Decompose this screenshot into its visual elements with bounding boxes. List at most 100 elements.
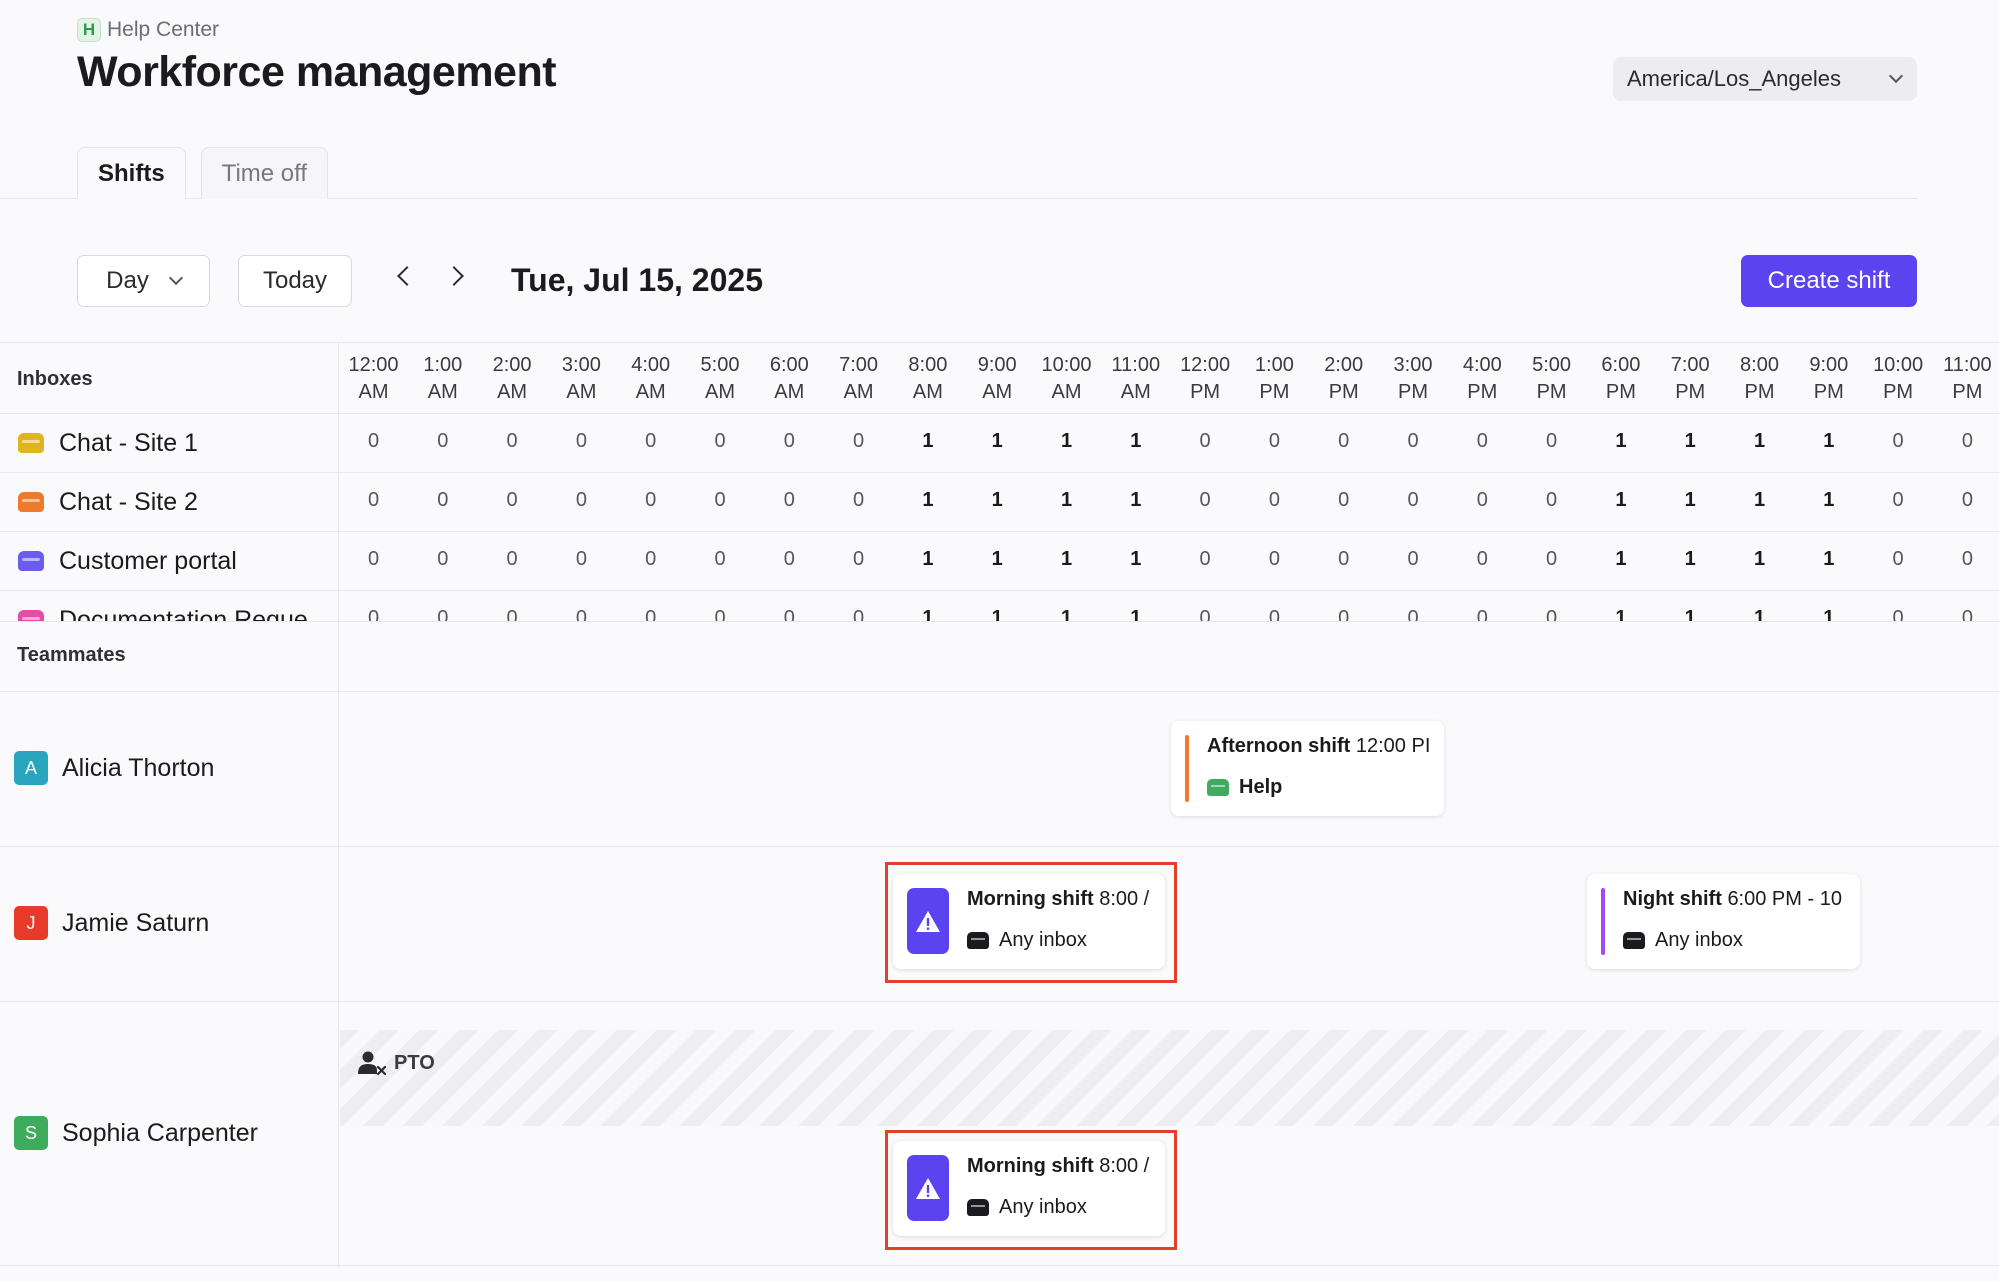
hour-period: PM — [1883, 381, 1914, 403]
coverage-count: 1 — [1060, 430, 1073, 452]
coverage-count: 0 — [1546, 489, 1558, 511]
grid-column-divider — [338, 342, 339, 1267]
shift-title: Morning shift 8:00 / — [967, 888, 1149, 911]
coverage-count: 0 — [1338, 548, 1350, 570]
hour-label: 2:00 PM — [1309, 352, 1378, 406]
coverage-count: 1 — [1130, 489, 1142, 511]
inbox-name[interactable]: Documentation Reque — [59, 606, 308, 621]
coverage-count: 0 — [1338, 430, 1350, 452]
shift-card[interactable]: Afternoon shift 12:00 PI Help — [1171, 721, 1444, 816]
teammate-name[interactable]: Sophia Carpenter — [62, 1119, 258, 1147]
timezone-select[interactable]: America/Los_Angeles — [1613, 57, 1917, 101]
teammate-name[interactable]: Alicia Thorton — [62, 754, 215, 782]
coverage-count: 0 — [783, 548, 795, 570]
coverage-count: 1 — [1684, 430, 1696, 452]
hour-time: 2:00 — [492, 354, 532, 376]
shift-inbox: Help — [1207, 776, 1282, 799]
hour-label: 1:00 AM — [408, 352, 477, 406]
hour-period: AM — [705, 381, 735, 403]
warning-icon — [916, 1177, 940, 1199]
shift-card[interactable]: Morning shift 8:00 / Any inbox — [893, 874, 1165, 969]
shift-inbox-name: Any inbox — [1655, 929, 1743, 951]
page-header: H Help Center Workforce management — [77, 18, 557, 97]
coverage-count: 1 — [1684, 607, 1696, 621]
hour-time: 7:00 — [839, 354, 879, 376]
grid-divider — [0, 1265, 1999, 1266]
hour-period: PM — [1605, 381, 1636, 403]
hour-label: 11:00 PM — [1933, 352, 1999, 406]
hour-label: 9:00 PM — [1794, 352, 1863, 406]
hour-period: AM — [843, 381, 874, 403]
create-shift-button[interactable]: Create shift — [1741, 255, 1917, 307]
hour-time: 1:00 — [423, 354, 463, 376]
hour-time: 9:00 — [1809, 354, 1849, 376]
hour-period: AM — [774, 381, 805, 403]
coverage-count: 0 — [437, 489, 449, 511]
app-breadcrumb: H Help Center — [77, 18, 556, 42]
grid-divider — [0, 691, 1999, 692]
coverage-count: 1 — [1615, 430, 1627, 452]
coverage-count: 0 — [1961, 607, 1973, 621]
timezone-value: America/Los_Angeles — [1627, 66, 1842, 91]
tabs-divider — [0, 198, 1918, 199]
teammate-row: S Sophia Carpenter — [0, 1002, 1999, 1267]
coverage-count: 0 — [1546, 548, 1558, 570]
avatar: A — [14, 751, 48, 785]
shift-inbox-name: Help — [1239, 776, 1283, 798]
hour-time: 9:00 — [977, 354, 1017, 376]
shift-inbox-name: Any inbox — [999, 929, 1087, 951]
shift-title: Night shift 6:00 PM - 10 — [1623, 888, 1842, 911]
previous-day-icon[interactable] — [397, 266, 417, 286]
grid-divider — [0, 1001, 1999, 1002]
inbox-coverage-table[interactable]: Chat - Site 1 0 0 0 0 0 0 0 0 1 1 1 1 0 0 0 0 0 0 1 1 1 1 0 0 Cha… — [0, 413, 1999, 621]
calendar-toolbar: Day Today Tue, Jul 15, 2025 Create shift — [77, 255, 1917, 307]
shift-title: Morning shift 8:00 / — [967, 1155, 1149, 1178]
hour-time: 8:00 — [1740, 354, 1779, 376]
app-name[interactable]: Help Center — [107, 18, 220, 41]
next-day-icon[interactable] — [444, 266, 464, 286]
coverage-count: 0 — [367, 607, 380, 621]
grid-divider — [0, 342, 1999, 343]
inbox-icon — [967, 1199, 989, 1216]
coverage-count: 0 — [1199, 430, 1211, 452]
coverage-count: 0 — [1268, 489, 1280, 511]
today-button[interactable]: Today — [238, 255, 352, 307]
coverage-count: 1 — [1753, 430, 1766, 452]
conflict-highlight — [885, 1130, 1177, 1250]
inbox-name[interactable]: Chat - Site 2 — [59, 488, 198, 516]
current-date: Tue, Jul 15, 2025 — [511, 262, 763, 298]
coverage-count: 1 — [1615, 548, 1627, 570]
tab-time-off[interactable]: Time off — [200, 147, 329, 199]
coverage-count: 0 — [1407, 489, 1419, 511]
inbox-name[interactable]: Customer portal — [59, 547, 237, 575]
coverage-count: 0 — [645, 430, 657, 452]
pto-block[interactable]: PTO — [340, 1030, 1999, 1126]
shift-card[interactable]: Night shift 6:00 PM - 10 Any inbox — [1587, 874, 1860, 969]
coverage-count: 0 — [575, 548, 587, 570]
coverage-count: 0 — [575, 607, 587, 621]
coverage-count: 1 — [1130, 548, 1142, 570]
coverage-count: 0 — [1892, 489, 1904, 511]
hour-period: AM — [497, 381, 528, 403]
hour-period: PM — [1813, 381, 1844, 403]
coverage-count: 0 — [437, 430, 449, 452]
coverage-count: 0 — [1961, 430, 1973, 452]
coverage-count: 0 — [1476, 430, 1488, 452]
coverage-count: 1 — [1060, 607, 1073, 621]
hour-period: PM — [1467, 381, 1498, 403]
coverage-count: 0 — [1892, 430, 1904, 452]
teammate-name[interactable]: Jamie Saturn — [62, 909, 210, 937]
tab-shifts[interactable]: Shifts — [77, 147, 186, 199]
coverage-count: 0 — [1892, 548, 1904, 570]
coverage-count: 0 — [1268, 430, 1280, 452]
view-select[interactable]: Day — [77, 255, 210, 307]
coverage-count: 0 — [1546, 607, 1558, 621]
coverage-count: 0 — [853, 548, 865, 570]
hour-period: AM — [566, 381, 597, 403]
shift-color-bar — [1601, 888, 1605, 955]
inbox-name[interactable]: Chat - Site 1 — [59, 429, 198, 457]
shift-card[interactable]: Morning shift 8:00 / Any inbox — [893, 1141, 1165, 1236]
hour-period: PM — [1398, 381, 1428, 403]
hour-label: 3:00 PM — [1379, 352, 1448, 406]
shift-name: Night shift — [1623, 888, 1722, 910]
